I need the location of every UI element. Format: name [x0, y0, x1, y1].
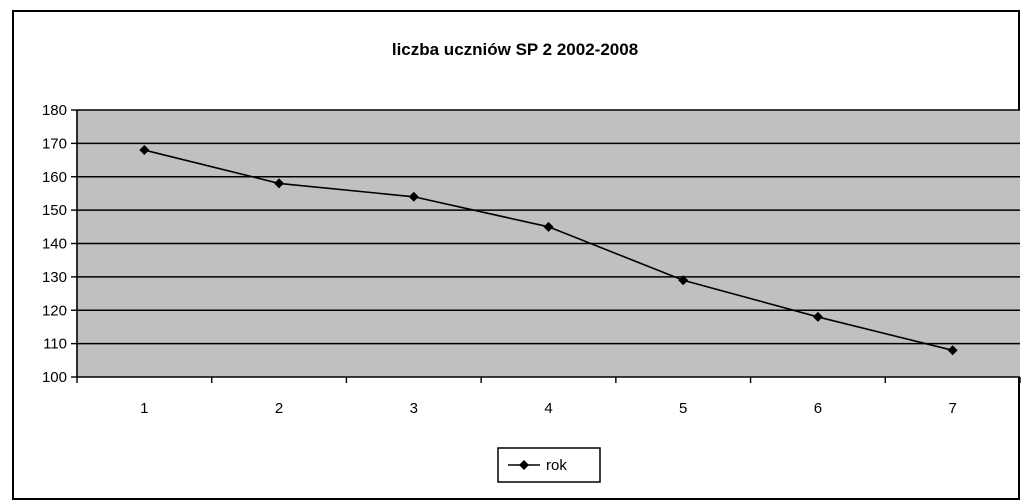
y-tick-label-120: 120 [42, 302, 67, 319]
x-tick-label-6: 6 [814, 400, 822, 417]
gridlines [77, 109, 1020, 345]
y-tick-label-150: 150 [42, 202, 67, 219]
x-tick-label-2: 2 [275, 400, 283, 417]
legend-label-rok: rok [546, 457, 567, 474]
y-tick-labels: 100 110 120 130 140 150 160 170 180 [42, 102, 67, 386]
data-point-rok-1 [139, 145, 150, 156]
y-tick-label-140: 140 [42, 236, 67, 253]
x-tick-label-3: 3 [410, 400, 418, 417]
y-tick-label-110: 110 [43, 336, 67, 353]
y-tick-label-130: 130 [42, 269, 67, 286]
data-point-rok-6 [812, 311, 823, 322]
legend-marker [519, 460, 529, 470]
x-tick-labels: 1 2 3 4 5 6 7 [140, 400, 957, 417]
data-point-rok-3 [408, 191, 419, 202]
y-tick-label-160: 160 [42, 169, 67, 186]
x-tick-label-7: 7 [948, 400, 956, 417]
x-tick-label-1: 1 [140, 400, 148, 417]
y-tick-label-180: 180 [42, 102, 67, 119]
x-tick-label-5: 5 [679, 400, 687, 417]
axes [71, 109, 1021, 383]
data-point-rok-7 [947, 345, 958, 356]
chart-title: liczba uczniów SP 2 2002-2008 [392, 40, 638, 59]
line-chart: liczba uczniów SP 2 2002-2008 1001101201… [42, 40, 1021, 483]
data-point-rok-4 [543, 221, 554, 232]
data-point-rok-2 [274, 178, 285, 189]
y-tick-label-100: 100 [42, 369, 67, 386]
x-tick-label-4: 4 [544, 400, 552, 417]
legend: rok [497, 447, 601, 483]
series [139, 145, 958, 356]
data-point-rok-5 [678, 275, 689, 286]
y-tick-label-170: 170 [42, 135, 67, 152]
